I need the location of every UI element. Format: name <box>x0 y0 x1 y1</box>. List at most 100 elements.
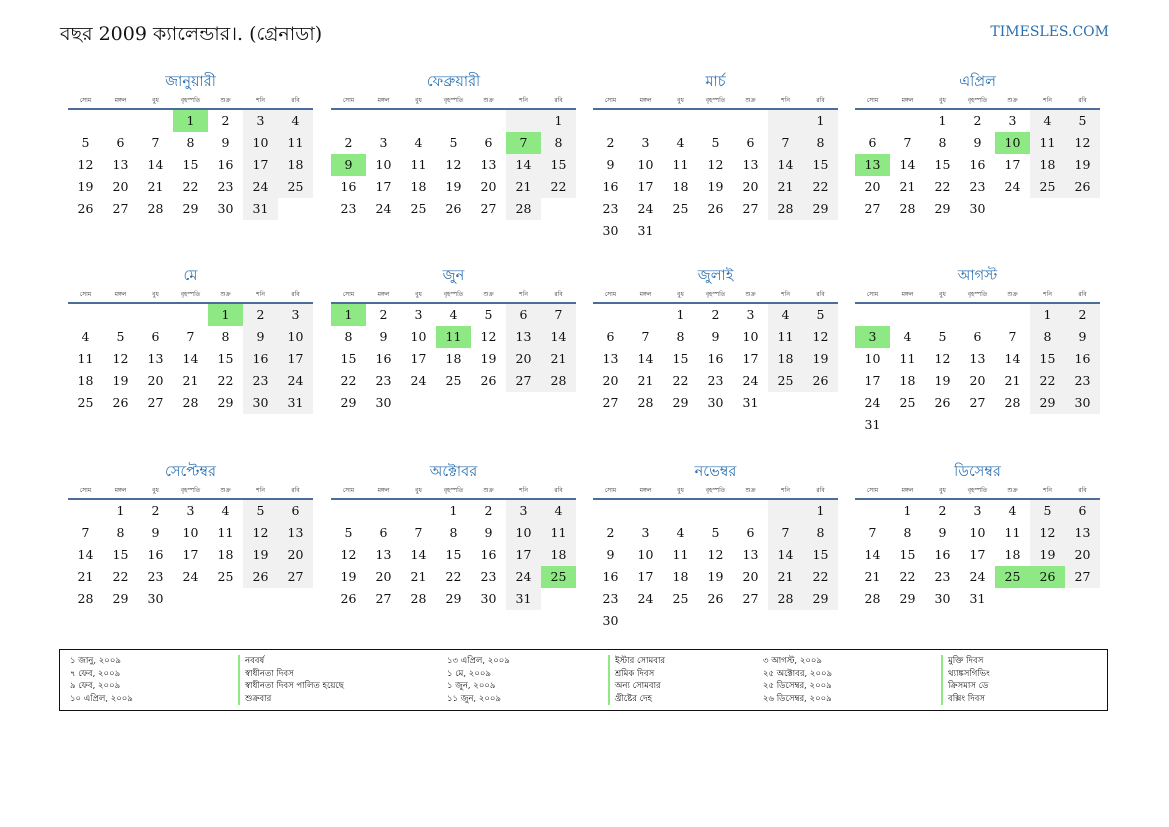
day-cell: 17 <box>506 544 541 566</box>
day-cell: 4 <box>676 135 685 150</box>
day-cell: 18 <box>217 547 234 562</box>
weekday-label: বুধ <box>939 291 946 298</box>
site-link[interactable]: TIMESLES.COM <box>990 24 1109 40</box>
day-cell: 3 <box>243 110 278 132</box>
legend-holiday-name: অন্য সোমবার <box>608 680 665 693</box>
month-title: অক্টোবর <box>429 464 478 480</box>
legend-holiday-name: স্বাধীনতা দিবস <box>238 667 344 680</box>
weekday-label: মঙ্গল <box>114 97 127 104</box>
day-cell: 25 <box>768 370 803 392</box>
weekday-label: শনি <box>256 291 265 298</box>
day-cell: 30 <box>480 591 497 606</box>
day-cell: 18 <box>410 179 427 194</box>
day-cell: 7 <box>768 132 803 154</box>
legend-name-column: নববর্ষ স্বাধীনতা দিবস স্বাধীনতা দিবস পালিত… <box>238 655 344 705</box>
day-cell: 4 <box>676 525 685 540</box>
day-cell: 21 <box>182 373 199 388</box>
weekday-label: রবি <box>554 291 563 298</box>
day-cell: 10 <box>506 522 541 544</box>
day-cell: 28 <box>182 395 199 410</box>
weekday-label: শনি <box>781 487 790 494</box>
day-cell: 12 <box>707 547 724 562</box>
day-cell: 1 <box>938 113 947 128</box>
day-cell: 11 <box>672 547 689 562</box>
day-cell: 10 <box>375 157 392 172</box>
day-cell: 17 <box>742 351 759 366</box>
day-cell: 20 <box>602 373 619 388</box>
empty-day-cell <box>890 110 925 132</box>
day-cell: 16 <box>707 351 724 366</box>
day-cell: 27 <box>742 201 759 216</box>
empty-day-cell <box>593 304 628 326</box>
day-cell: 13 <box>506 326 541 348</box>
day-cell: 8 <box>221 329 230 344</box>
weekday-header: সোম মঙ্গল বুধ বৃহস্পতি শুক্র শনি রবি <box>331 94 576 110</box>
day-cell: 24 <box>506 566 541 588</box>
day-cell: 10 <box>278 326 313 348</box>
weekday-label: মঙ্গল <box>639 487 652 494</box>
day-cell: 21 <box>637 373 654 388</box>
day-cell: 9 <box>243 326 278 348</box>
weekday-label: বুধ <box>152 291 159 298</box>
weekday-label: সোম <box>342 487 355 494</box>
day-cell: 18 <box>278 154 313 176</box>
day-cell: 9 <box>221 135 230 150</box>
day-cell: 4 <box>1030 110 1065 132</box>
month-calendar: জুলাই সোম মঙ্গল বুধ বৃহস্পতি শুক্র শনি রবি 1 2 3 4 5… <box>593 266 838 414</box>
weekday-label: রবি <box>554 97 563 104</box>
day-cell: 28 <box>899 201 916 216</box>
day-cell: 29 <box>672 395 689 410</box>
month-calendar: জানুয়ারী সোম মঙ্গল বুধ বৃহস্পতি শুক্র শনি রবি 1… <box>68 72 313 220</box>
day-cell: 18 <box>77 373 94 388</box>
day-cell: 8 <box>186 135 195 150</box>
day-cell: 7 <box>868 525 877 540</box>
day-cell: 19 <box>1030 544 1065 566</box>
day-cell: 14 <box>541 326 576 348</box>
day-cell: 21 <box>1004 373 1021 388</box>
day-cell: 8 <box>803 522 838 544</box>
day-cell: 16 <box>243 348 278 370</box>
day-cell: 25 <box>77 395 94 410</box>
day-cell: 31 <box>864 417 881 432</box>
day-cell: 10 <box>864 351 881 366</box>
weekday-label: শুক্র <box>745 487 756 494</box>
day-cell: 8 <box>676 329 685 344</box>
day-cell: 31 <box>742 395 759 410</box>
day-cell: 27 <box>278 566 313 588</box>
day-cell: 20 <box>1065 544 1100 566</box>
day-cell: 13 <box>375 547 392 562</box>
day-cell: 2 <box>151 503 160 518</box>
day-cell: 20 <box>147 373 164 388</box>
day-cell: 29 <box>899 591 916 606</box>
day-cell: 15 <box>182 157 199 172</box>
day-cell: 11 <box>768 326 803 348</box>
empty-day-cell <box>331 500 366 522</box>
legend-date: ১৩ এপ্রিল, ২০০৯ <box>447 656 510 666</box>
day-cell: 30 <box>147 591 164 606</box>
day-cell: 25 <box>899 395 916 410</box>
day-cell: 21 <box>147 179 164 194</box>
day-cell: 17 <box>637 179 654 194</box>
day-cell: 16 <box>602 569 619 584</box>
day-cell: 15 <box>112 547 129 562</box>
day-cell: 29 <box>112 591 129 606</box>
day-cell: 15 <box>541 154 576 176</box>
empty-day-cell <box>593 500 628 522</box>
day-cell: 23 <box>340 201 357 216</box>
holiday-day-cell: 26 <box>1030 566 1065 588</box>
empty-day-cell <box>173 304 208 326</box>
day-cell: 11 <box>217 525 234 540</box>
day-cell: 13 <box>278 522 313 544</box>
day-cell: 1 <box>903 503 912 518</box>
day-cell: 17 <box>375 179 392 194</box>
day-cell: 15 <box>1030 348 1065 370</box>
day-cell: 5 <box>344 525 353 540</box>
weekday-label: রবি <box>1078 97 1087 104</box>
weekday-label: রবি <box>816 487 825 494</box>
day-cell: 26 <box>707 201 724 216</box>
day-cell: 7 <box>541 304 576 326</box>
day-cell: 14 <box>768 154 803 176</box>
empty-day-cell <box>366 110 401 132</box>
weekday-label: রবি <box>291 97 300 104</box>
legend-date-column: ৩ আগস্ট, ২০০৯ ২৫ অক্টোবর, ২০০৯ ২৫ ডিসেম্বর… <box>763 655 832 705</box>
